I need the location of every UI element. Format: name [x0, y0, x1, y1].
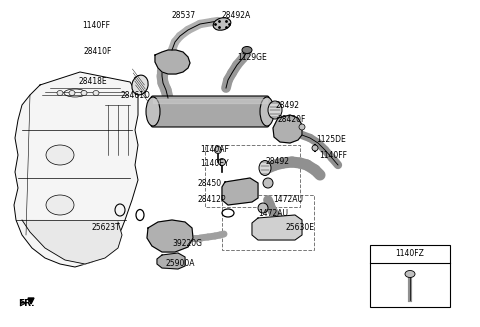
Ellipse shape	[132, 75, 148, 95]
Text: 28418E: 28418E	[78, 77, 107, 87]
Text: 28450: 28450	[197, 180, 221, 188]
Polygon shape	[22, 220, 122, 264]
Ellipse shape	[242, 46, 252, 54]
Text: 25623T: 25623T	[91, 223, 120, 232]
Circle shape	[263, 178, 273, 188]
Ellipse shape	[405, 270, 415, 278]
Ellipse shape	[93, 91, 99, 95]
Text: 28537: 28537	[172, 10, 196, 20]
Circle shape	[215, 146, 221, 153]
Polygon shape	[222, 178, 258, 205]
Text: 1140FZ: 1140FZ	[396, 250, 424, 259]
Polygon shape	[252, 215, 302, 240]
Text: 1129GE: 1129GE	[237, 54, 267, 62]
Text: 28492: 28492	[265, 158, 289, 166]
FancyBboxPatch shape	[151, 96, 269, 127]
Ellipse shape	[69, 91, 75, 95]
Text: 28492: 28492	[276, 101, 300, 111]
Circle shape	[299, 124, 305, 130]
Ellipse shape	[268, 101, 282, 119]
Text: 1140FF: 1140FF	[319, 151, 347, 161]
Ellipse shape	[213, 18, 231, 30]
Circle shape	[218, 159, 226, 165]
Circle shape	[258, 203, 268, 213]
Ellipse shape	[46, 145, 74, 165]
Text: 1140FF: 1140FF	[82, 22, 110, 30]
Polygon shape	[28, 298, 34, 304]
Polygon shape	[14, 72, 138, 267]
Polygon shape	[147, 220, 193, 252]
Polygon shape	[155, 50, 190, 74]
Text: 1140EY: 1140EY	[200, 159, 228, 167]
Ellipse shape	[81, 91, 87, 95]
Text: 25900A: 25900A	[165, 259, 194, 267]
Text: 28461D: 28461D	[120, 92, 150, 100]
Text: 28410F: 28410F	[84, 47, 112, 57]
Circle shape	[312, 145, 318, 151]
FancyBboxPatch shape	[370, 245, 450, 307]
Polygon shape	[273, 115, 302, 143]
Ellipse shape	[259, 161, 271, 176]
Text: 28412P: 28412P	[197, 196, 226, 204]
Text: 25630E: 25630E	[285, 223, 314, 232]
Text: 1472AU: 1472AU	[258, 209, 288, 217]
Text: 28420F: 28420F	[277, 114, 305, 124]
Ellipse shape	[57, 91, 63, 95]
Polygon shape	[157, 253, 185, 269]
Text: 39220G: 39220G	[172, 239, 202, 249]
Ellipse shape	[46, 195, 74, 215]
Text: 1125DE: 1125DE	[316, 135, 346, 145]
Text: 1472AU: 1472AU	[273, 195, 303, 203]
Text: 28492A: 28492A	[222, 10, 251, 20]
Text: FR.: FR.	[18, 299, 35, 307]
Ellipse shape	[260, 97, 274, 126]
Ellipse shape	[146, 97, 160, 126]
Text: 1140AF: 1140AF	[200, 146, 229, 154]
